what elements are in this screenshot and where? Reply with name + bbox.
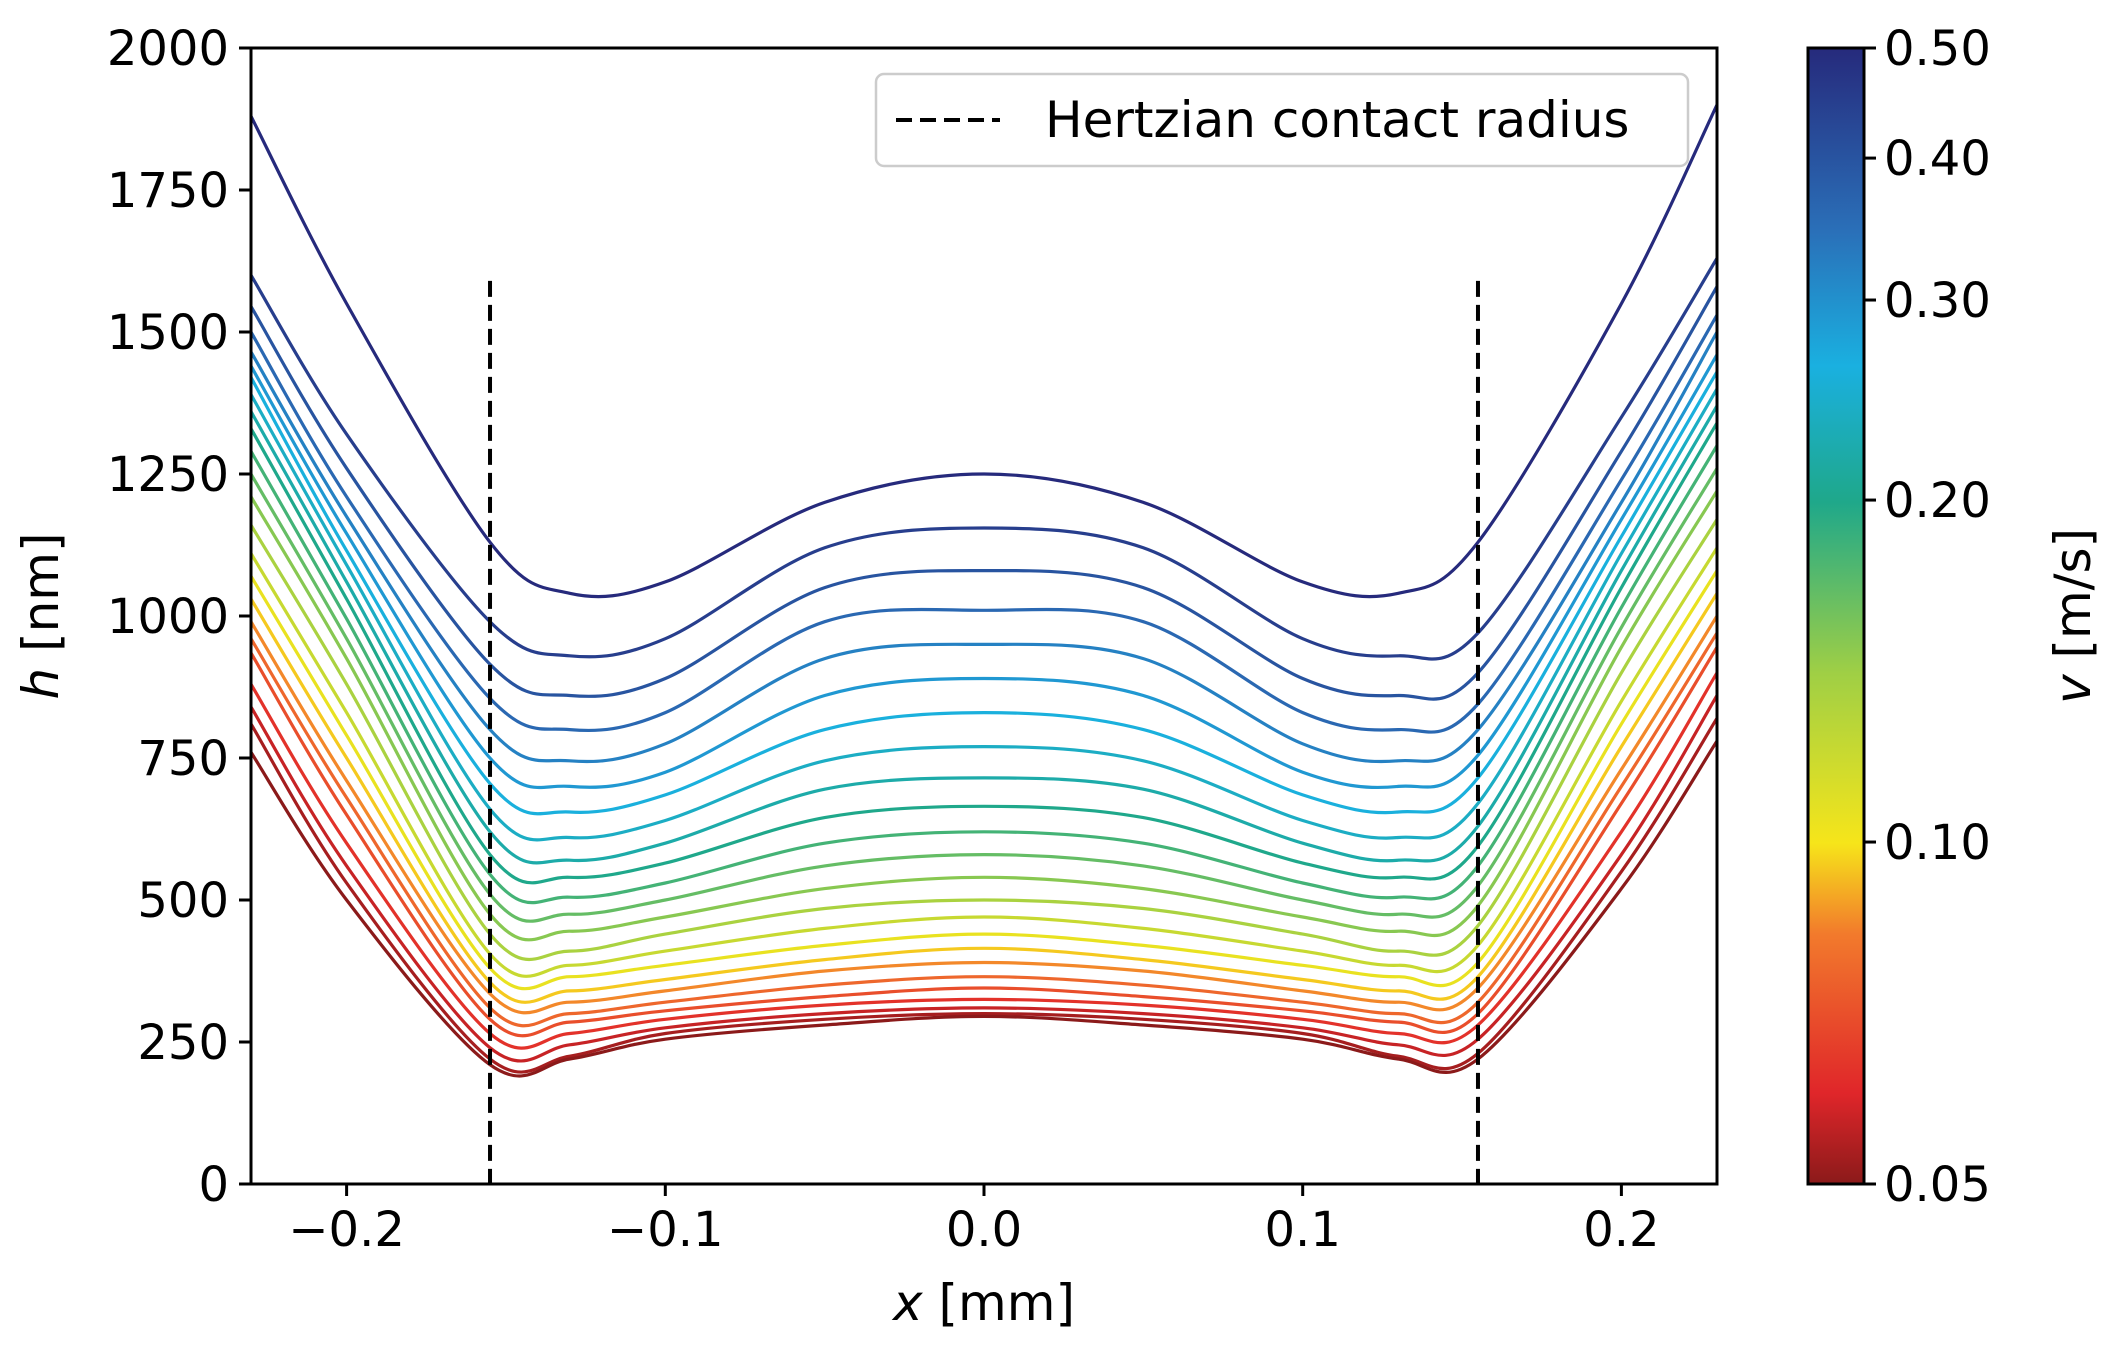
series-line xyxy=(251,370,1717,816)
y-tick-label: 1500 xyxy=(107,305,229,361)
x-tick-label: −0.2 xyxy=(288,1202,405,1258)
legend-entry-label: Hertzian contact radius xyxy=(1045,91,1629,149)
colorbar-tick-label: 0.05 xyxy=(1884,1157,1991,1213)
y-tick-label: 1250 xyxy=(107,447,229,503)
x-tick-label: −0.1 xyxy=(607,1202,724,1258)
x-tick-label: 0.1 xyxy=(1265,1202,1341,1258)
hertzian-radius-lines xyxy=(488,280,1480,1184)
series-line xyxy=(251,632,1717,1028)
colorbar-tick-label: 0.10 xyxy=(1884,815,1991,871)
series-line xyxy=(251,694,1717,1063)
series-line xyxy=(251,740,1717,1078)
colorbar-tick-label: 0.20 xyxy=(1884,473,1991,529)
series-line xyxy=(251,257,1717,661)
colorbar-tick-label: 0.30 xyxy=(1884,273,1991,329)
series-line xyxy=(251,546,1717,978)
series-line xyxy=(251,387,1717,842)
legend: Hertzian contact radius xyxy=(874,72,1690,168)
series-line xyxy=(251,490,1717,942)
series-line xyxy=(251,467,1717,923)
series-line xyxy=(251,104,1717,599)
series-line xyxy=(251,422,1717,885)
colorbar-ticks: 0.05 0.10 0.20 0.30 0.40 0.50 xyxy=(1864,21,1991,1213)
series-line xyxy=(251,671,1717,1050)
series-line xyxy=(251,615,1717,1015)
series-line xyxy=(251,569,1717,991)
y-tick-label: 500 xyxy=(137,873,229,929)
series-line xyxy=(251,285,1717,701)
series-line xyxy=(251,314,1717,734)
series-line xyxy=(251,331,1717,764)
colorbar-tick-label: 0.50 xyxy=(1884,21,1991,77)
colorbar: 0.05 0.10 0.20 0.30 0.40 0.50 v [m/s] xyxy=(1806,21,2102,1213)
series-lines xyxy=(251,104,1717,1078)
colorbar-tick-label: 0.40 xyxy=(1884,131,1991,187)
series-line xyxy=(251,518,1717,962)
y-axis-ticks: 0 250 500 750 1000 1250 1500 1750 2000 xyxy=(107,21,251,1213)
x-tick-label: 0.2 xyxy=(1583,1202,1659,1258)
legend-box xyxy=(874,72,1690,168)
y-tick-label: 0 xyxy=(198,1157,229,1213)
colorbar-label: v [m/s] xyxy=(2044,528,2102,704)
series-line xyxy=(251,592,1717,1004)
colorbar-gradient xyxy=(1806,46,1866,1186)
y-tick-label: 1000 xyxy=(107,589,229,645)
y-tick-label: 250 xyxy=(137,1015,229,1071)
y-tick-label: 750 xyxy=(137,731,229,787)
series-line xyxy=(251,404,1717,865)
y-tick-label: 1750 xyxy=(107,163,229,219)
x-axis-label: x [mm] xyxy=(891,1274,1075,1332)
series-line xyxy=(251,646,1717,1038)
series-line xyxy=(251,444,1717,905)
y-tick-label: 2000 xyxy=(107,21,229,77)
x-tick-label: 0.0 xyxy=(946,1202,1022,1258)
series-line xyxy=(251,353,1717,790)
y-axis-label: h [nm] xyxy=(12,532,70,699)
x-axis-ticks: −0.2 −0.1 0.0 0.1 0.2 xyxy=(288,1184,1660,1258)
series-line xyxy=(251,717,1717,1074)
